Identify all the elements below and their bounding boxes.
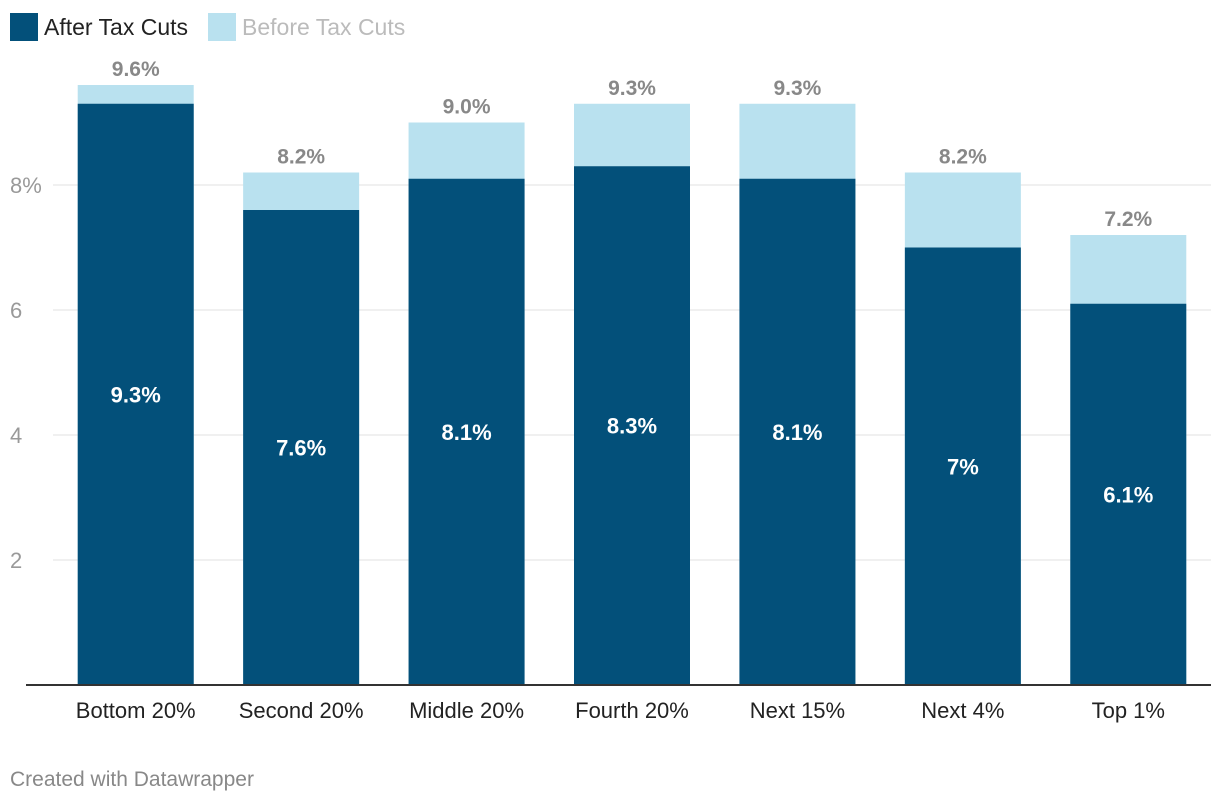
x-tick-label: Fourth 20% <box>575 698 689 723</box>
legend-swatch-after <box>10 13 38 41</box>
data-label-before: 9.0% <box>443 96 491 119</box>
bar-after <box>574 166 690 685</box>
bar-after <box>408 178 525 685</box>
legend-swatch-before <box>208 13 237 41</box>
data-label-after: 9.3% <box>111 382 161 407</box>
x-tick-label: Next 4% <box>921 698 1004 723</box>
bar-after <box>1070 303 1187 685</box>
bar-after <box>77 103 194 685</box>
y-tick-label: 4 <box>10 423 22 448</box>
footer-credit: Created with Datawrapper <box>10 768 254 791</box>
bar-after <box>904 247 1021 685</box>
data-label-before: 8.2% <box>939 146 987 169</box>
data-label-before: 8.2% <box>277 146 325 169</box>
legend-item-after[interactable]: After Tax Cuts <box>10 13 188 41</box>
data-label-before: 7.2% <box>1104 208 1152 231</box>
x-tick-label: Bottom 20% <box>76 698 196 723</box>
x-tick-label: Middle 20% <box>409 698 524 723</box>
data-label-after: 6.1% <box>1103 482 1153 507</box>
data-label-after: 7.6% <box>276 436 326 461</box>
y-tick-label: 6 <box>10 298 22 323</box>
y-tick-label: 2 <box>10 548 22 573</box>
chart-legend: After Tax Cuts Before Tax Cuts <box>10 12 425 42</box>
data-label-before: 9.3% <box>773 77 821 100</box>
data-label-before: 9.6% <box>112 58 160 81</box>
data-label-after: 8.3% <box>607 414 657 439</box>
x-tick-label: Next 15% <box>750 698 845 723</box>
data-label-after: 8.1% <box>441 420 491 445</box>
data-label-after: 8.1% <box>772 420 822 445</box>
data-label-after: 7% <box>947 454 979 479</box>
bar-after <box>739 178 856 685</box>
y-tick-label: 8% <box>10 173 42 198</box>
bar-after <box>243 210 360 685</box>
x-tick-label: Second 20% <box>239 698 364 723</box>
legend-label-after: After Tax Cuts <box>44 13 189 40</box>
data-label-before: 9.3% <box>608 77 656 100</box>
x-tick-label: Top 1% <box>1092 698 1165 723</box>
legend-item-before[interactable]: Before Tax Cuts <box>208 13 405 41</box>
legend-label-before: Before Tax Cuts <box>242 13 406 40</box>
